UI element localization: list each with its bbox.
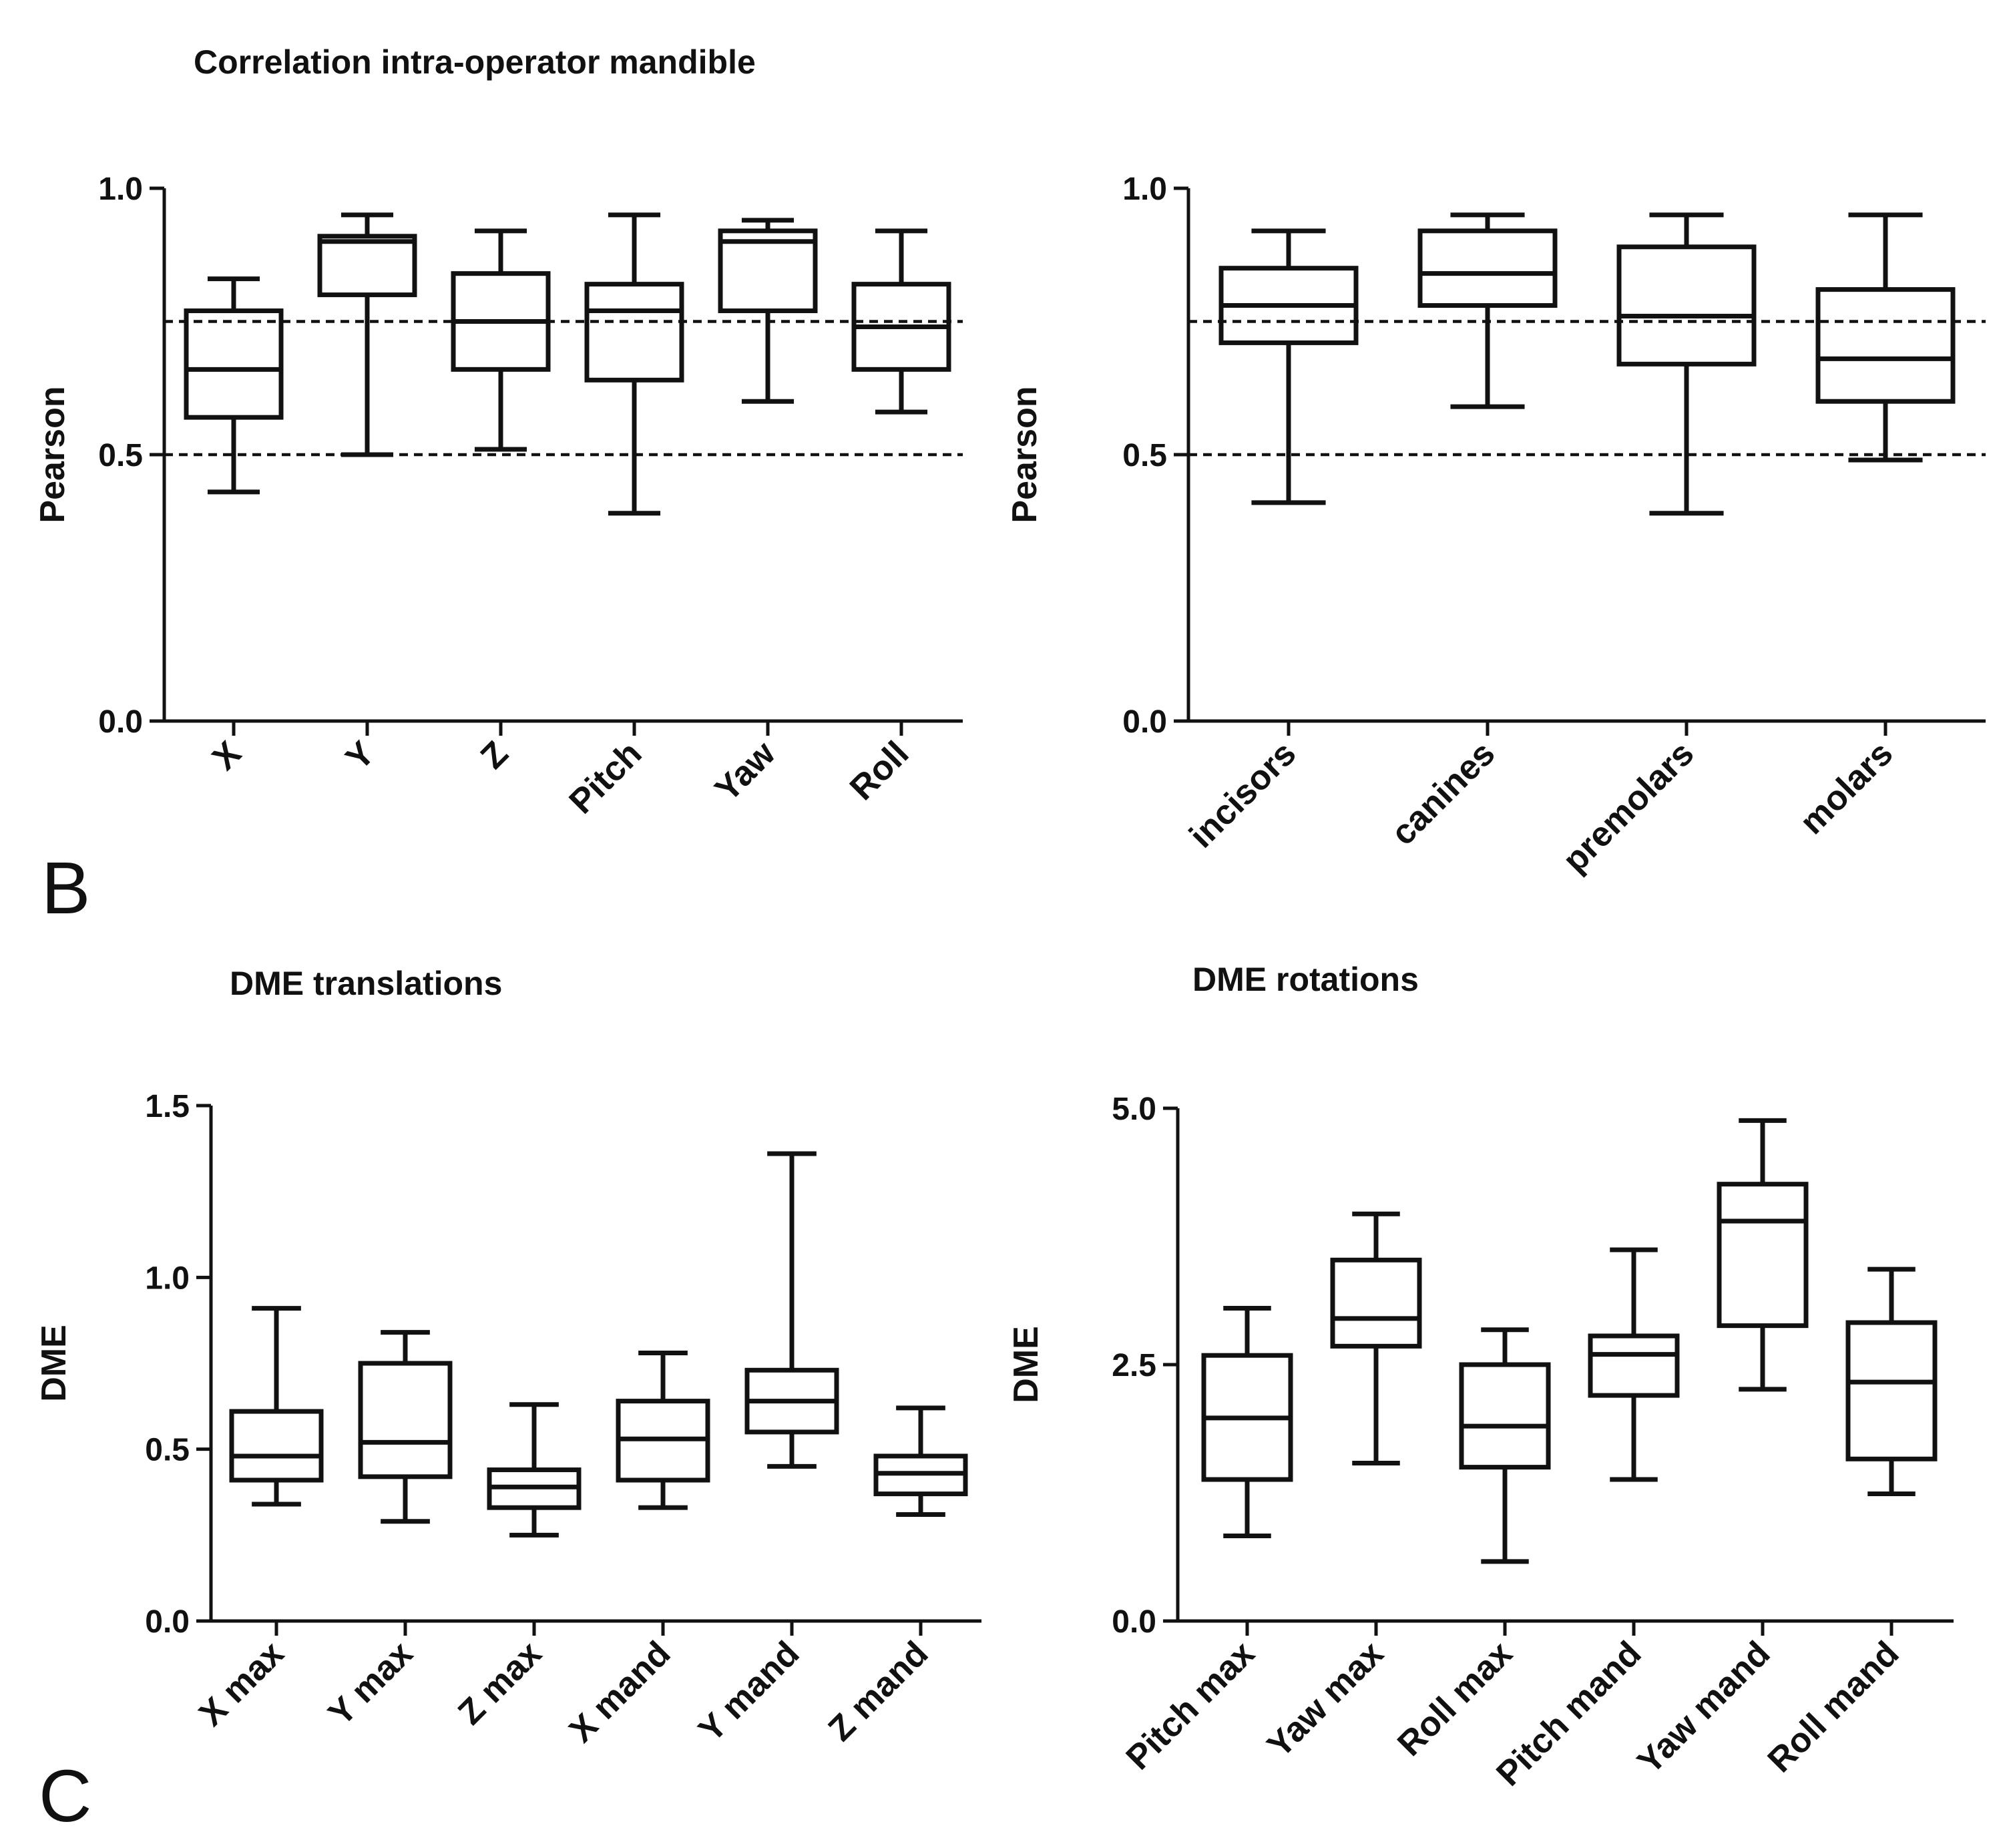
x-tick-label: incisors (1182, 734, 1303, 855)
y-tick-label: 1.0 (98, 172, 143, 207)
y-tick-label: 0.5 (1122, 438, 1167, 473)
box-roll (851, 228, 951, 415)
iqr-box (1845, 1320, 1938, 1461)
box-yaw-max (1330, 1211, 1422, 1465)
x-tick-label: Yaw max (1260, 1634, 1391, 1765)
x-tick-label: Z mand (821, 1634, 936, 1749)
box-y-mand (744, 1151, 839, 1469)
chart-correlation-teeth: Pearson 0.0 0.5 1.0 incisors canines premolars… (1005, 172, 1986, 880)
y-tick-label: 1.0 (1122, 172, 1167, 207)
x-tick-label: Y mand (691, 1634, 807, 1749)
x-tick-label: Pitch max (1119, 1634, 1263, 1777)
x-tick-label: Yaw (708, 734, 783, 809)
x-tick-label: Z max (451, 1634, 549, 1732)
box-y-max (358, 1330, 453, 1524)
y-tick-label: 0.5 (98, 438, 143, 473)
y-tick-label: 0.0 (98, 704, 143, 740)
box-canines (1417, 212, 1558, 409)
iqr-box (1417, 228, 1558, 308)
box-x-mand (616, 1351, 710, 1510)
box-x-max (229, 1306, 324, 1507)
box-pitch-max (1201, 1306, 1293, 1539)
iqr-box (718, 228, 818, 314)
y-tick-label: 1.5 (145, 1089, 190, 1124)
box-z (451, 228, 551, 452)
iqr-box (229, 1409, 324, 1483)
x-tick-label: canines (1384, 734, 1503, 853)
box-roll-max (1459, 1327, 1551, 1564)
y-tick-label: 0.0 (145, 1604, 190, 1640)
iqr-box (1616, 244, 1757, 367)
y-tick-label: 5.0 (1112, 1092, 1156, 1127)
y-tick-label: 2.5 (1112, 1348, 1156, 1383)
iqr-box (1588, 1333, 1680, 1398)
box-pitch-mand (1588, 1247, 1680, 1482)
panel-letter-b: B (41, 847, 90, 929)
box-yaw-mand (1717, 1118, 1809, 1392)
x-tick-label: Roll mand (1761, 1634, 1907, 1780)
chart-dme-translations: DME translations DME 0.0 0.5 1.0 1.5 X max Y ma… (35, 965, 981, 1750)
y-tick-label: 0.0 (1122, 704, 1167, 740)
iqr-box (584, 282, 684, 383)
x-tick-label: Z (473, 734, 515, 776)
box-pitch (584, 212, 684, 516)
y-axis-label: Pearson (33, 386, 72, 523)
box-roll-mand (1845, 1266, 1938, 1497)
iqr-box (1717, 1182, 1809, 1329)
x-tick-label: Y max (321, 1634, 421, 1733)
panel-letter-c: C (39, 1755, 91, 1837)
x-tick-label: Roll (843, 734, 916, 807)
box-molars (1815, 212, 1956, 463)
x-tick-label: X mand (562, 1634, 678, 1750)
x-tick-label: premolars (1556, 734, 1702, 880)
chart-title: DME rotations (1192, 961, 1419, 998)
y-axis-label: Pearson (1005, 386, 1044, 523)
y-tick-label: 0.0 (1112, 1604, 1156, 1640)
iqr-box (1459, 1362, 1551, 1470)
box-y (317, 212, 417, 457)
x-tick-label: X max (192, 1634, 291, 1733)
x-tick-label: Y (339, 734, 383, 778)
iqr-box (358, 1361, 453, 1479)
x-tick-label: X (205, 734, 249, 778)
box-yaw (718, 218, 818, 404)
x-tick-label: molars (1793, 734, 1901, 842)
chart-correlation-intra-operator: Correlation intra-operator mandible Pears… (33, 43, 963, 821)
y-axis-label: DME (35, 1325, 73, 1402)
box-x (184, 276, 284, 495)
y-tick-label: 0.5 (145, 1433, 190, 1468)
x-tick-label: Yaw mand (1630, 1634, 1778, 1781)
x-tick-label: Pitch (562, 734, 650, 821)
iqr-box (184, 308, 284, 420)
box-z-max (487, 1402, 582, 1538)
chart-title: DME translations (230, 965, 502, 1002)
y-tick-label: 1.0 (145, 1260, 190, 1296)
box-incisors (1218, 228, 1359, 505)
y-axis-label: DME (1007, 1326, 1046, 1403)
box-premolars (1616, 212, 1757, 516)
chart-title: Correlation intra-operator mandible (194, 43, 756, 81)
iqr-box (1330, 1257, 1422, 1349)
x-tick-label: Roll max (1390, 1634, 1520, 1763)
iqr-box (317, 234, 417, 298)
box-z-mand (873, 1405, 968, 1517)
iqr-box (1815, 287, 1956, 404)
